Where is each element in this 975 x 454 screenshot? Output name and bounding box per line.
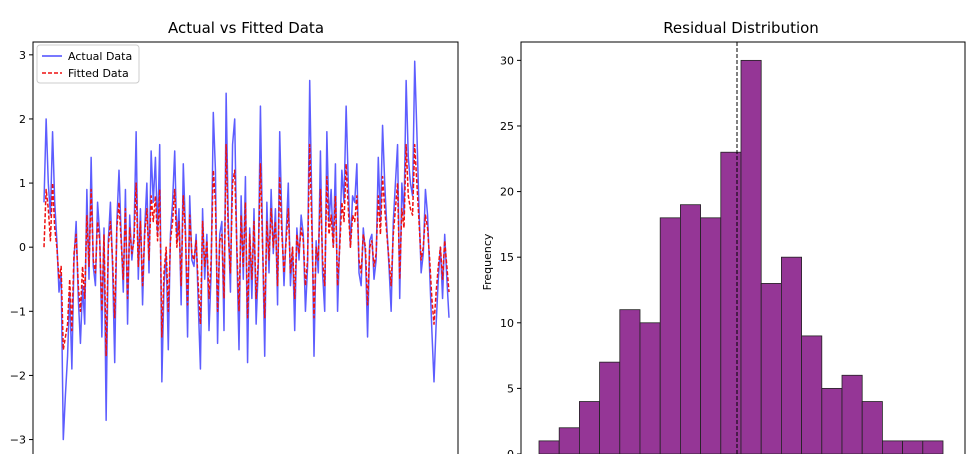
histogram-bar	[801, 335, 823, 454]
legend-box	[36, 44, 140, 84]
hist-ytick-label: 10	[500, 317, 514, 330]
hist-ytick-label: 20	[500, 186, 514, 199]
line-chart-panel: Actual vs Fitted Data 3 2 1 0 −1 −2 −3 Actual …	[10, 19, 459, 454]
line-ytick-label: −1	[10, 305, 26, 318]
line-chart-plot-area: 3 2 1 0 −1 −2 −3	[10, 49, 450, 447]
histogram-bar	[740, 59, 762, 454]
line-ytick-label: 3	[19, 49, 26, 62]
histogram-bar	[680, 204, 702, 454]
histogram-bar	[781, 256, 803, 454]
hist-ytick-label: 30	[500, 54, 514, 67]
histogram-frame	[520, 41, 966, 454]
legend: Actual Data Fitted Data	[36, 44, 140, 84]
hist-ytick-label: 15	[500, 251, 514, 264]
line-chart-title: Actual vs Fitted Data	[168, 19, 324, 37]
hist-ytick-label: 25	[500, 120, 514, 133]
line-ytick-label: −2	[10, 369, 26, 382]
histogram-bar	[841, 374, 863, 454]
fitted-data-line	[43, 143, 450, 357]
histogram-bar	[821, 387, 843, 454]
histogram-bar	[720, 151, 742, 454]
histogram-bar	[599, 361, 621, 454]
histogram-bar	[700, 217, 722, 454]
line-ytick-label: −3	[10, 434, 26, 447]
histogram-bar	[659, 217, 681, 454]
line-chart-frame	[32, 41, 459, 454]
histogram-bar	[579, 401, 601, 454]
histogram-ylabel: Frequency	[481, 233, 494, 290]
hist-ytick-label: 0	[507, 448, 514, 454]
legend-label-actual: Actual Data	[68, 50, 132, 63]
histogram-title: Residual Distribution	[663, 19, 819, 37]
histogram-bar	[538, 440, 560, 454]
histogram-bar	[882, 440, 904, 454]
legend-label-fitted: Fitted Data	[68, 67, 129, 80]
histogram-bar	[861, 401, 883, 454]
hist-ytick-label: 5	[507, 382, 514, 395]
histogram-bar	[619, 309, 641, 454]
histogram-bar	[558, 427, 580, 454]
line-ytick-label: 2	[19, 113, 26, 126]
histogram-panel: Residual Distribution Frequency 0 5 10 15 20…	[481, 19, 966, 454]
line-ytick-label: 1	[19, 177, 26, 190]
histogram-bar	[760, 283, 782, 454]
histogram-bar	[902, 440, 924, 454]
histogram-plot-area: 0 5 10 15 20 25 30	[500, 42, 944, 454]
histogram-bar	[922, 440, 944, 454]
histogram-bar	[639, 322, 661, 454]
line-ytick-label: 0	[19, 241, 26, 254]
